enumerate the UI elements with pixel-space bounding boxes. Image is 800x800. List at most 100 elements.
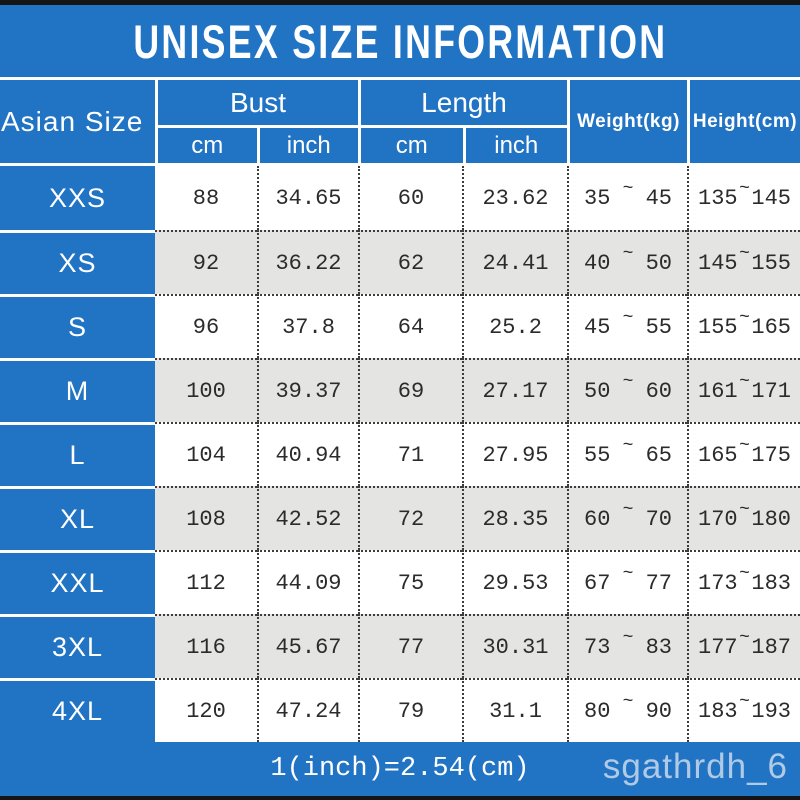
table-row-xxs: XXS 88 34.65 60 23.62 35 ~45 135 ~145 <box>0 166 800 230</box>
header-group-bust: Bust cm inch <box>155 80 358 163</box>
weight-range: 50 ~60 <box>567 358 687 422</box>
length-cm-value: 71 <box>358 422 462 486</box>
divider <box>0 163 800 166</box>
length-inch-value: 27.95 <box>462 422 567 486</box>
size-label: 4XL <box>0 678 155 742</box>
table-row-3xl: 3XL 116 45.67 77 30.31 73 ~83 177 ~187 <box>0 614 800 678</box>
height-max: 175 <box>751 442 791 468</box>
height-min: 177 <box>698 634 738 660</box>
header-asian-size: Asian Size <box>1 105 144 137</box>
bust-inch-value: 36.22 <box>257 230 358 294</box>
header-bust-inch: inch <box>256 128 359 163</box>
height-range: 173 ~183 <box>687 550 800 614</box>
length-inch-value: 23.62 <box>462 166 567 230</box>
divider <box>0 77 800 80</box>
weight-range: 67 ~77 <box>567 550 687 614</box>
length-cm-value: 69 <box>358 358 462 422</box>
length-cm-value: 60 <box>358 166 462 230</box>
bust-cm-value: 88 <box>192 185 220 211</box>
length-cm-value: 77 <box>358 614 462 678</box>
weight-min: 45 <box>584 314 611 340</box>
length-inch-value: 28.35 <box>462 486 567 550</box>
header-group-length: Length cm inch <box>358 80 567 163</box>
header-weight: Weight(kg) <box>567 80 687 163</box>
weight-min: 60 <box>584 506 611 532</box>
table-header: Asian Size Bust cm inch Length cm inch W… <box>0 80 800 163</box>
tilde: ~ <box>622 628 634 648</box>
table-row-xs: XS 92 36.22 62 24.41 40 ~50 145 ~155 <box>0 230 800 294</box>
bust-cm-value: 120 <box>155 678 257 742</box>
table-row-s: S 96 37.8 64 25.2 45 ~55 155 ~165 <box>0 294 800 358</box>
header-length-cm: cm <box>395 131 428 159</box>
weight-max: 77 <box>645 570 672 596</box>
bust-inch-value: 45.67 <box>257 614 358 678</box>
length-cm-value: 62 <box>358 230 462 294</box>
bust-cm-value: 100 <box>155 358 257 422</box>
weight-range: 55 ~65 <box>567 422 687 486</box>
height-range: 170 ~180 <box>687 486 800 550</box>
weight-range: 60 ~70 <box>567 486 687 550</box>
weight-range: 45 ~55 <box>567 294 687 358</box>
tilde: ~ <box>739 564 750 584</box>
length-cm-value: 79 <box>358 678 462 742</box>
watermark: sgathrdh_6 <box>602 747 788 786</box>
height-max: 193 <box>751 698 791 724</box>
bust-inch-value: 42.52 <box>257 486 358 550</box>
height-min: 165 <box>698 442 738 468</box>
weight-min: 55 <box>584 442 611 468</box>
weight-min: 50 <box>584 378 611 404</box>
height-max: 145 <box>751 185 791 211</box>
length-inch-value: 31.1 <box>462 678 567 742</box>
height-max: 183 <box>751 570 791 596</box>
height-max: 180 <box>751 506 791 532</box>
footer-band: 1(inch)=2.54(cm) sgathrdh_6 <box>0 742 800 796</box>
length-cm-value: 64 <box>358 294 462 358</box>
height-min: 170 <box>698 506 738 532</box>
weight-range: 40 ~50 <box>567 230 687 294</box>
height-max: 171 <box>751 378 791 404</box>
weight-min: 80 <box>584 698 611 724</box>
bust-inch-value: 44.09 <box>257 550 358 614</box>
tilde: ~ <box>739 436 750 456</box>
tilde: ~ <box>622 564 634 584</box>
bust-cm-value: 108 <box>155 486 257 550</box>
page-title: UNISEX SIZE INFORMATION <box>132 14 668 68</box>
size-table-body: XXS 88 34.65 60 23.62 35 ~45 135 ~145 XS 9… <box>0 166 800 742</box>
header-bust: Bust <box>158 80 358 128</box>
size-label: XXS <box>0 166 155 230</box>
tilde: ~ <box>622 436 634 456</box>
tilde: ~ <box>739 308 750 328</box>
weight-min: 40 <box>584 250 611 276</box>
height-range: 183 ~193 <box>687 678 800 742</box>
weight-max: 70 <box>645 506 672 532</box>
height-min: 145 <box>698 250 738 276</box>
length-cm-value: 72 <box>358 486 462 550</box>
weight-max: 50 <box>645 250 672 276</box>
table-row-m: M 100 39.37 69 27.17 50 ~60 161 ~171 <box>0 358 800 422</box>
table-row-xxl: XXL 112 44.09 75 29.53 67 ~77 173 ~183 <box>0 550 800 614</box>
weight-min: 67 <box>584 570 611 596</box>
tilde: ~ <box>739 244 750 264</box>
tilde: ~ <box>739 372 750 392</box>
length-cm-value: 75 <box>358 550 462 614</box>
tilde: ~ <box>739 628 750 648</box>
bottom-black-bar <box>0 796 800 800</box>
height-min: 173 <box>698 570 738 596</box>
size-label: 3XL <box>0 614 155 678</box>
height-min: 161 <box>698 378 738 404</box>
size-label: S <box>0 294 155 358</box>
weight-max: 83 <box>645 634 672 660</box>
tilde: ~ <box>622 500 634 520</box>
bust-cm-value: 112 <box>155 550 257 614</box>
bust-inch-value: 34.65 <box>257 166 358 230</box>
weight-max: 45 <box>645 185 672 211</box>
bust-inch-value: 47.24 <box>257 678 358 742</box>
bust-inch-value: 39.37 <box>257 358 358 422</box>
height-range: 135 ~145 <box>687 166 800 230</box>
table-row-xl: XL 108 42.52 72 28.35 60 ~70 170 ~180 <box>0 486 800 550</box>
height-min: 183 <box>698 698 738 724</box>
weight-min: 73 <box>584 634 611 660</box>
height-range: 145 ~155 <box>687 230 800 294</box>
table-row-4xl: 4XL 120 47.24 79 31.1 80 ~90 183 ~193 <box>0 678 800 742</box>
length-inch-value: 30.31 <box>462 614 567 678</box>
